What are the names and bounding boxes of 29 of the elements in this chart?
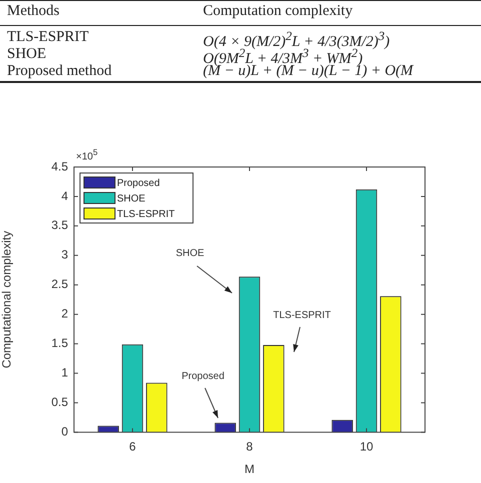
y-tick-label: 4 [61, 188, 68, 203]
y-tick-label: 2.5 [51, 277, 68, 292]
x-tick-label: 10 [360, 440, 374, 454]
x-tick-label: 8 [246, 440, 254, 454]
x-tick-label: 6 [129, 440, 136, 454]
text: ×10$^{5}$ [76, 147, 98, 162]
y-tick-label: 2 [61, 306, 68, 321]
annotation: SHOE [176, 248, 204, 259]
text: TLS-ESPRIT [7, 29, 89, 46]
legend-label: TLS-ESPRIT [117, 208, 175, 220]
y-tick-label: 0 [61, 424, 68, 439]
y-tick-label: 0.5 [51, 395, 68, 410]
annotation: Proposed [182, 370, 224, 382]
x-axis-title: M [244, 462, 254, 476]
text: O(4 × 9(M/2)$^{2}$L + 4/3(3M/2)$^{3}$) [203, 29, 390, 50]
text: Proposed method [7, 63, 112, 80]
y-tick-label: 3.5 [51, 218, 68, 232]
legend-label: Proposed [117, 178, 160, 189]
text: (M − u)L + (M − u)(L − 1) + O(M [203, 63, 414, 80]
y-tick-label: 4.5 [51, 159, 68, 174]
annotation: TLS-ESPRIT [273, 310, 331, 321]
text: SHOE [7, 46, 46, 63]
y-tick-label: 3 [61, 248, 68, 262]
text: Computation complexity [203, 3, 353, 20]
y-tick-label: 1 [61, 366, 68, 380]
y-tick-label: 1.5 [51, 336, 68, 350]
y-axis-title: Computational complexity [0, 230, 14, 368]
text: Methods [7, 3, 60, 20]
legend-label: SHOE [117, 193, 146, 204]
